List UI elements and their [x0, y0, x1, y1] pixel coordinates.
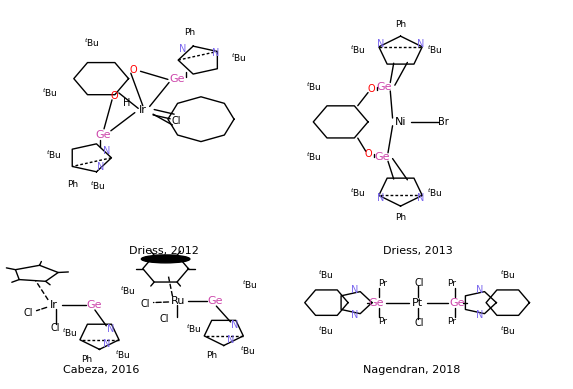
- Text: N: N: [377, 39, 384, 49]
- Text: Driess, 2012: Driess, 2012: [129, 245, 199, 256]
- Text: Pt: Pt: [412, 298, 423, 308]
- Text: H: H: [123, 98, 131, 109]
- Text: N: N: [417, 39, 424, 49]
- Text: $^{t}$Bu: $^{t}$Bu: [120, 285, 136, 297]
- Text: $^{t}$Bu: $^{t}$Bu: [42, 87, 58, 99]
- Text: $^{t}$Bu: $^{t}$Bu: [231, 52, 246, 64]
- Text: $^{t}$Bu: $^{t}$Bu: [427, 186, 443, 199]
- Text: Ge: Ge: [95, 130, 111, 140]
- Text: O: O: [367, 84, 375, 95]
- Text: O: O: [111, 91, 118, 101]
- Text: $^{t}$Bu: $^{t}$Bu: [84, 37, 99, 49]
- Text: N: N: [351, 310, 359, 320]
- Text: O: O: [130, 65, 138, 75]
- Text: $^{t}$Bu: $^{t}$Bu: [350, 186, 366, 199]
- Text: N: N: [227, 335, 234, 345]
- Text: Cl: Cl: [140, 299, 150, 309]
- Text: Cl: Cl: [23, 308, 33, 318]
- Text: Pr: Pr: [448, 279, 456, 288]
- Text: Cl: Cl: [159, 314, 168, 324]
- Text: $^{t}$Bu: $^{t}$Bu: [62, 326, 78, 338]
- Text: Cl: Cl: [414, 318, 423, 328]
- Text: N: N: [351, 285, 359, 295]
- Text: Cl: Cl: [414, 278, 423, 287]
- Text: $^{t}$Bu: $^{t}$Bu: [319, 324, 334, 336]
- Text: N: N: [231, 320, 239, 329]
- Text: Br: Br: [438, 117, 449, 127]
- Text: N: N: [476, 285, 483, 295]
- Text: Ni: Ni: [395, 117, 406, 127]
- Text: Ge: Ge: [207, 296, 223, 306]
- Text: Ge: Ge: [86, 300, 101, 310]
- Text: Ge: Ge: [450, 298, 465, 308]
- Text: Pr: Pr: [448, 317, 456, 326]
- Text: $^{t}$Bu: $^{t}$Bu: [500, 269, 516, 281]
- Text: Cl: Cl: [171, 116, 180, 126]
- Text: Pr: Pr: [378, 279, 387, 288]
- Text: Ir: Ir: [139, 105, 147, 115]
- Text: O: O: [365, 149, 372, 159]
- Text: N: N: [97, 163, 105, 172]
- Text: $^{t}$Bu: $^{t}$Bu: [500, 324, 516, 336]
- Ellipse shape: [142, 255, 190, 263]
- Text: Ph: Ph: [81, 355, 92, 364]
- Text: $^{t}$Bu: $^{t}$Bu: [240, 345, 256, 357]
- Text: Pr: Pr: [378, 317, 387, 326]
- Text: $^{t}$Bu: $^{t}$Bu: [427, 44, 443, 56]
- Text: Ir: Ir: [50, 300, 58, 310]
- Text: Cabeza, 2016: Cabeza, 2016: [63, 365, 139, 375]
- Text: Ge: Ge: [377, 82, 393, 92]
- Text: N: N: [476, 310, 483, 320]
- Text: N: N: [103, 339, 110, 349]
- Text: $^{t}$Bu: $^{t}$Bu: [319, 269, 334, 281]
- Text: Ge: Ge: [375, 152, 390, 162]
- Text: Cl: Cl: [50, 323, 60, 333]
- Text: $^{t}$Bu: $^{t}$Bu: [350, 44, 366, 56]
- Text: Ph: Ph: [395, 213, 406, 222]
- Text: Ge: Ge: [169, 74, 185, 84]
- Text: $^{t}$Bu: $^{t}$Bu: [306, 81, 322, 93]
- Text: Driess, 2013: Driess, 2013: [383, 245, 453, 256]
- Text: $^{t}$Bu: $^{t}$Bu: [91, 179, 106, 192]
- Text: $^{t}$Bu: $^{t}$Bu: [306, 151, 322, 163]
- Text: Ru: Ru: [171, 296, 185, 306]
- Text: N: N: [179, 44, 186, 54]
- Text: $^{t}$Bu: $^{t}$Bu: [186, 322, 202, 335]
- Text: N: N: [212, 48, 219, 58]
- Text: N: N: [417, 193, 424, 203]
- Text: Ph: Ph: [67, 180, 79, 189]
- Text: Ph: Ph: [395, 20, 406, 29]
- Text: $^{t}$Bu: $^{t}$Bu: [46, 149, 62, 161]
- Text: Ph: Ph: [184, 28, 195, 37]
- Text: N: N: [103, 146, 111, 156]
- Text: $^{t}$Bu: $^{t}$Bu: [241, 279, 257, 291]
- Text: Ph: Ph: [206, 351, 217, 360]
- Text: Nagendran, 2018: Nagendran, 2018: [363, 365, 461, 375]
- Text: $^{t}$Bu: $^{t}$Bu: [116, 349, 131, 361]
- Text: N: N: [107, 324, 115, 333]
- Text: Ge: Ge: [369, 298, 384, 308]
- Text: N: N: [377, 193, 384, 203]
